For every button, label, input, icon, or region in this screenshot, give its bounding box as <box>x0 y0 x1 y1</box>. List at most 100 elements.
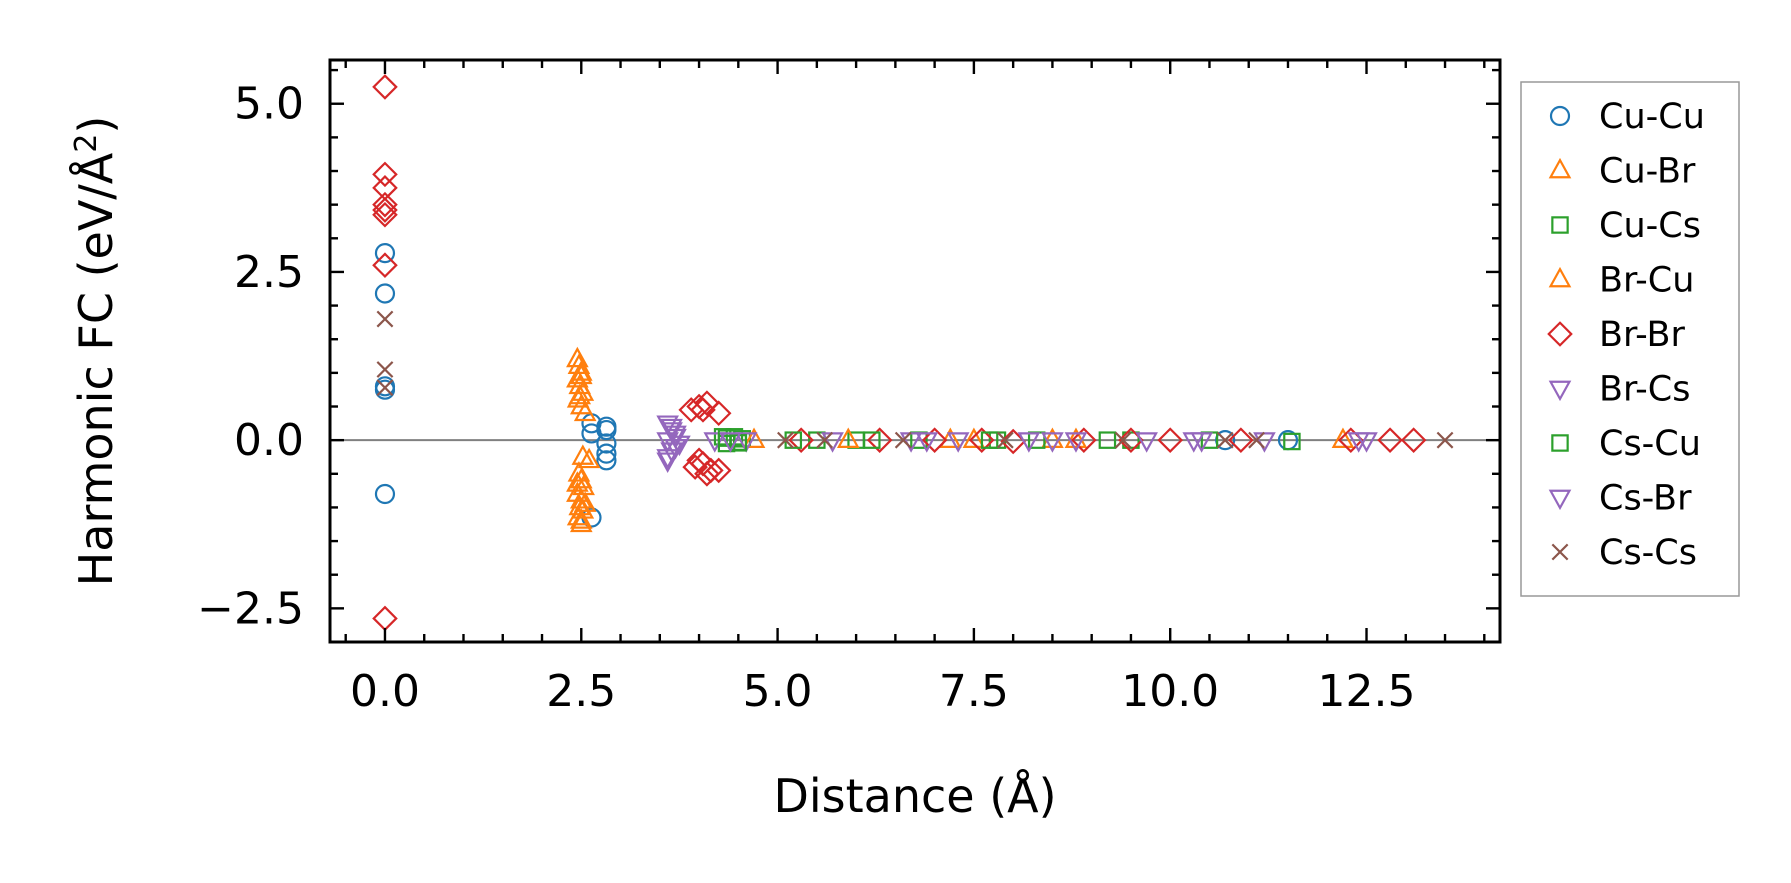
point-br-cu <box>569 511 593 533</box>
legend-marker-br-cu <box>1548 266 1572 288</box>
point-br-br <box>372 605 398 632</box>
point-cu-cu <box>374 483 396 505</box>
point-cu-br <box>566 346 589 368</box>
tick-labels: 0.0 2.5 5.0 7.5 10.0 12.5 −2.5 0.0 2.5 5.0 <box>197 79 1415 717</box>
point-cs-cs <box>1216 431 1234 449</box>
point-cs-cs <box>894 431 912 449</box>
point-cs-cu <box>717 429 736 447</box>
point-br-br <box>694 460 720 487</box>
legend-marker-cu-cs <box>1551 216 1569 234</box>
point-cu-cu <box>596 450 617 471</box>
point-cs-cs <box>1248 431 1266 449</box>
legend-label-br-cu: Br-Cu <box>1599 261 1694 301</box>
legend-marker-br-br <box>1547 321 1573 347</box>
point-cs-br <box>660 418 683 440</box>
point-br-cs <box>734 432 758 453</box>
y-axis-title-close: ) <box>69 116 123 134</box>
point-cs-cu <box>980 431 999 449</box>
point-cs-br <box>915 432 939 453</box>
point-cs-cs <box>1436 431 1454 449</box>
point-br-cu <box>571 444 595 465</box>
point-cs-br <box>664 439 687 460</box>
point-cs-br <box>656 452 679 473</box>
legend-marker-cu-cu <box>1549 105 1571 127</box>
point-br-br <box>921 427 948 453</box>
point-cs-cu <box>863 431 881 449</box>
x-tick-label: 0.0 <box>350 666 420 717</box>
point-cs-cs <box>376 379 394 397</box>
point-br-br <box>1157 427 1184 453</box>
point-cs-cs <box>996 431 1014 449</box>
point-br-cu <box>568 383 592 405</box>
point-br-br <box>372 175 398 201</box>
x-tick-label: 12.5 <box>1318 666 1416 717</box>
point-cu-cs <box>1283 432 1301 451</box>
point-br-br <box>682 454 708 480</box>
point-br-br <box>372 74 398 100</box>
y-tick-label: 5.0 <box>234 79 304 130</box>
point-br-cs <box>656 449 679 470</box>
point-cu-cu <box>596 443 617 464</box>
point-cu-cu <box>596 433 617 454</box>
plot-frame <box>328 58 1502 644</box>
y-axis-title-main: Harmonic FC (eV/Å <box>69 152 123 586</box>
point-cu-br <box>566 366 589 388</box>
legend-box <box>1520 81 1740 597</box>
point-br-br <box>690 397 716 423</box>
point-br-br <box>705 457 732 484</box>
point-br-cu <box>836 427 860 449</box>
point-cu-br <box>573 491 597 512</box>
point-cu-cu <box>374 376 396 397</box>
legend-label-cu-cs: Cu-Cs <box>1599 206 1701 246</box>
point-cs-br <box>1190 432 1213 453</box>
y-axis-title-superscript: 2 <box>69 134 104 153</box>
point-cs-br <box>719 432 742 453</box>
point-br-br <box>968 427 995 453</box>
legend-label-cu-cu: Cu-Cu <box>1599 97 1705 137</box>
point-br-br <box>372 201 398 228</box>
y-tick-label: 2.5 <box>234 247 304 298</box>
point-br-br <box>372 191 398 218</box>
point-br-cs <box>946 432 970 453</box>
point-br-br <box>694 390 720 416</box>
point-cu-br <box>573 400 597 422</box>
x-tick-label: 10.0 <box>1121 666 1219 717</box>
point-br-br <box>705 400 732 427</box>
point-br-cu <box>566 471 589 492</box>
point-cu-br <box>569 467 593 489</box>
legend-label-br-cs: Br-Cs <box>1599 370 1690 410</box>
legend-label-br-br: Br-Br <box>1599 315 1686 355</box>
legend-marker-cs-br <box>1548 489 1572 511</box>
point-cu-cu <box>374 283 396 304</box>
legend-label-cs-br: Cs-Br <box>1599 479 1692 519</box>
point-cu-br <box>569 508 593 529</box>
x-tick-label: 7.5 <box>939 666 1009 717</box>
legend-marker-cu-br <box>1548 157 1572 179</box>
point-br-br <box>1377 427 1403 453</box>
point-br-cs <box>1135 432 1158 453</box>
point-br-br <box>1228 427 1254 453</box>
point-cu-br <box>1331 427 1355 449</box>
legend-label-cs-cu: Cs-Cu <box>1599 424 1701 464</box>
y-tick-label: −2.5 <box>197 583 304 634</box>
point-br-br <box>1071 427 1097 453</box>
point-cs-cs <box>777 431 794 449</box>
point-br-br <box>372 197 398 223</box>
point-cs-cs <box>816 431 834 449</box>
x-axis-title: Distance (Å) <box>773 769 1056 823</box>
point-br-br <box>788 427 814 453</box>
point-cs-cs <box>1114 431 1132 449</box>
point-cu-br <box>569 488 593 509</box>
point-br-cu <box>962 427 986 449</box>
point-br-br <box>866 427 893 453</box>
point-br-cu <box>1064 427 1088 449</box>
point-cs-cs <box>376 310 394 328</box>
point-cu-br <box>1041 427 1064 449</box>
point-br-cs <box>1064 432 1088 453</box>
legend-marker-cs-cu <box>1551 434 1569 452</box>
axis-ticks <box>330 60 1500 644</box>
point-br-cu <box>569 363 593 385</box>
point-br-br <box>372 161 398 188</box>
point-br-cs <box>1017 432 1041 453</box>
